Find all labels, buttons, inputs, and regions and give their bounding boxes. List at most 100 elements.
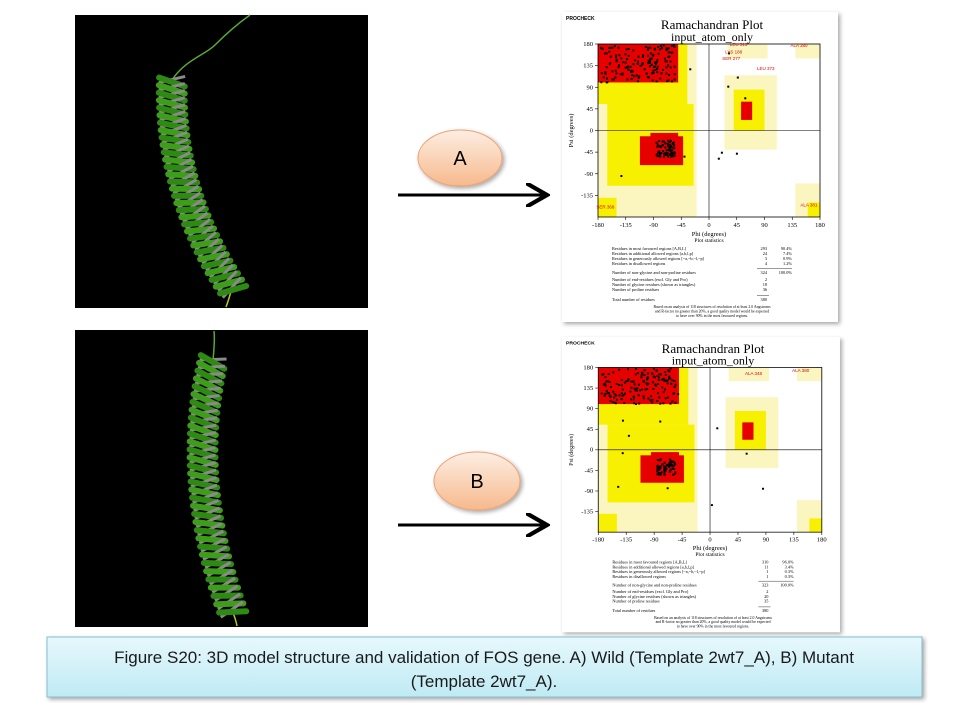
label-oval-a	[417, 129, 503, 187]
residue-dot	[669, 150, 672, 153]
x-tick-label: 45	[734, 222, 741, 229]
stats-label: Number of end-residues (excl. Gly and Pr…	[612, 277, 688, 282]
residue-dot	[668, 143, 671, 146]
helix-front	[217, 282, 250, 297]
residue-dot	[609, 399, 612, 402]
residue-dot	[669, 458, 672, 461]
region	[728, 367, 770, 382]
residue-dot	[657, 468, 660, 471]
residue-dot	[668, 470, 671, 473]
residue-dot	[613, 393, 616, 396]
residue-dot	[664, 146, 667, 149]
residue-dot	[671, 467, 674, 470]
residue-dot	[670, 382, 673, 385]
residue-dot	[656, 470, 659, 473]
residue-dot	[630, 78, 633, 81]
stats-count: 35	[764, 599, 768, 604]
residue-dot	[710, 504, 713, 507]
residue-dot	[662, 68, 665, 71]
residue-dot	[674, 401, 677, 404]
residue-dot	[640, 373, 643, 376]
residue-dot	[649, 52, 652, 55]
residue-dot	[662, 44, 665, 47]
residue-dot	[604, 392, 607, 395]
residue-dot	[604, 71, 607, 74]
residue-dot	[663, 388, 666, 391]
residue-dot	[666, 139, 669, 142]
residue-dot	[630, 398, 633, 401]
stats-count: 36	[763, 287, 768, 292]
residue-dot	[618, 64, 621, 67]
stats-label: Residues in additional allowed regions […	[612, 251, 694, 257]
residue-dot	[673, 65, 676, 68]
residue-dot	[664, 397, 667, 400]
region	[807, 202, 820, 217]
residue-dot	[600, 72, 603, 75]
stats-label: Total number of residues	[612, 297, 655, 302]
residue-dot	[638, 75, 641, 78]
residue-dot	[641, 55, 644, 58]
residue-dot	[656, 58, 659, 61]
residue-dot	[642, 395, 645, 398]
residue-label: ALA 380	[791, 43, 809, 48]
stats-count: 11	[764, 564, 768, 569]
residue-label: LYS 188	[725, 50, 742, 55]
residue-dot	[663, 470, 666, 473]
residue-dot	[673, 78, 676, 81]
residue-dot	[669, 147, 672, 150]
residue-dot	[671, 155, 674, 158]
residue-dot	[612, 371, 615, 374]
region	[741, 101, 753, 120]
residue-dot	[633, 383, 636, 386]
stats-label: Number of glycine residues (shown as tri…	[612, 282, 696, 287]
residue-dot	[660, 72, 663, 75]
residue-dot	[605, 66, 608, 69]
residue-dot	[667, 463, 670, 466]
residue-dot	[674, 471, 677, 474]
stats-label: Residues in disallowed regions	[612, 574, 666, 579]
residue-dot	[603, 382, 606, 385]
stats-count: 324	[761, 270, 768, 275]
residue-dot	[666, 80, 669, 83]
residue-dot	[607, 373, 610, 376]
x-tick-label: -45	[677, 222, 686, 229]
residue-dot	[601, 373, 604, 376]
residue-dot	[663, 140, 666, 143]
residue-dot	[622, 61, 625, 64]
residue-dot	[652, 72, 655, 75]
residue-dot	[647, 372, 650, 375]
residue-dot	[667, 145, 670, 148]
residue-dot	[662, 155, 665, 158]
residue-dot	[664, 374, 667, 376]
residue-dot	[670, 155, 673, 158]
y-tick-label: 180	[583, 365, 593, 372]
x-tick-label: 0	[708, 537, 711, 544]
coil	[171, 14, 251, 81]
residue-dot	[659, 373, 662, 376]
stats-percent: 0.3%	[785, 574, 795, 579]
residue-dot	[621, 452, 624, 455]
residue-dot	[637, 76, 640, 79]
residue-dot	[658, 152, 661, 155]
residue-dot	[674, 383, 677, 386]
residue-dot	[635, 403, 638, 405]
residue-dot	[652, 69, 655, 72]
residue-dot	[634, 367, 637, 370]
helix-drawings	[155, 14, 251, 627]
residue-dot	[646, 48, 649, 51]
residue-dot	[649, 399, 652, 402]
panel-label: A	[453, 148, 467, 170]
stats-label: Number of non-glycine and non-proline re…	[612, 270, 696, 275]
residue-dot	[647, 397, 650, 400]
y-tick-label: 180	[583, 41, 593, 48]
residue-dot	[655, 153, 658, 156]
residue-dot	[651, 401, 654, 404]
region	[598, 513, 617, 533]
residue-dot	[673, 392, 676, 395]
residue-dot	[662, 402, 665, 405]
residue-dot	[602, 383, 605, 386]
stats-count: 4	[765, 261, 768, 266]
residue-dot	[646, 388, 649, 390]
residue-dot	[665, 149, 668, 152]
stats-percent: 0.3%	[785, 569, 795, 574]
